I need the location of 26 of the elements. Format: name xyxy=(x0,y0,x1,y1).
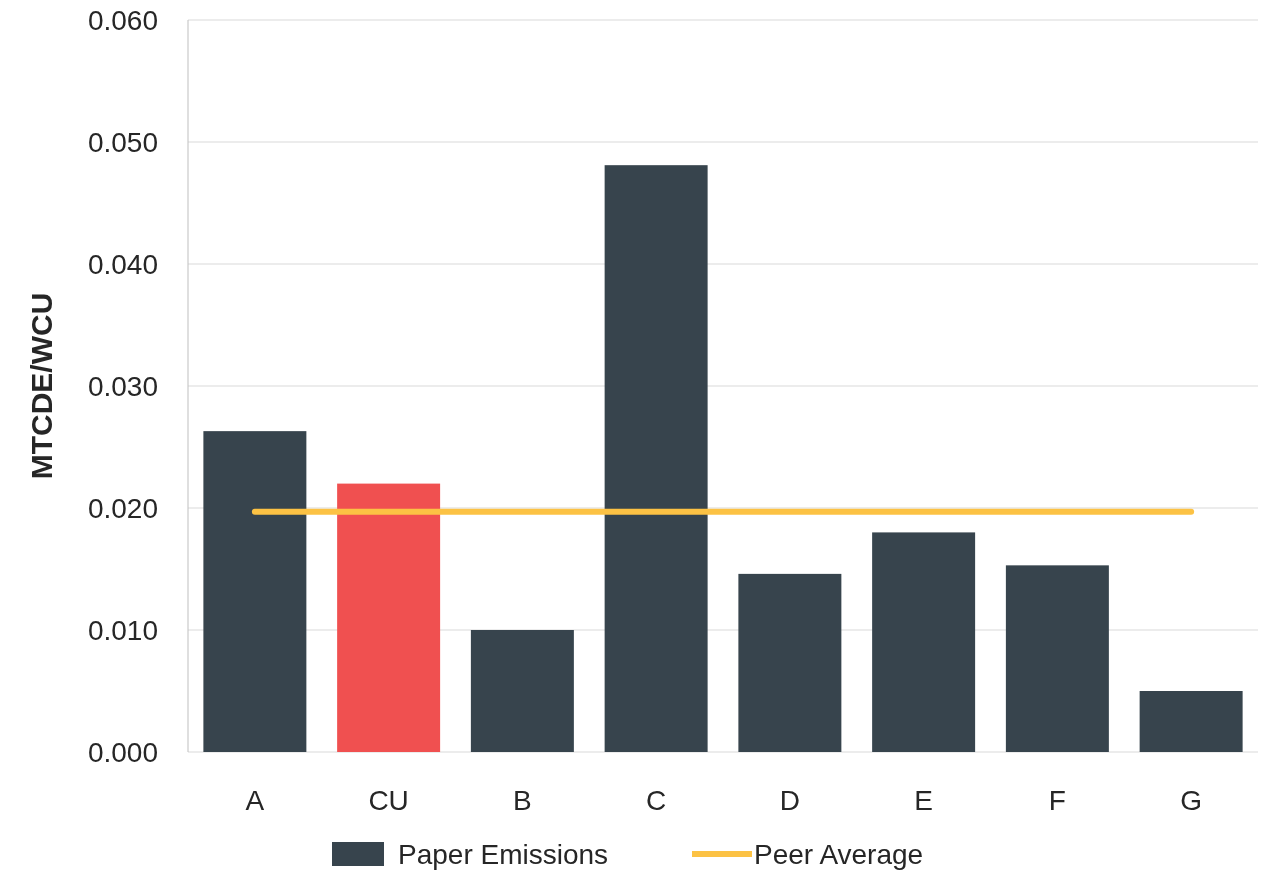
bar xyxy=(203,431,307,752)
bar xyxy=(604,165,708,752)
x-tick-label: CU xyxy=(368,785,409,816)
y-tick-label: 0.030 xyxy=(87,370,158,402)
legend-label: Paper Emissions xyxy=(398,839,609,870)
y-axis-title: MTCDE/WCU xyxy=(25,292,58,480)
bar xyxy=(1139,691,1243,752)
bar xyxy=(738,573,842,752)
bar xyxy=(872,532,976,752)
x-tick-label: C xyxy=(646,785,667,816)
y-tick-label: 0.060 xyxy=(87,4,158,36)
bar xyxy=(337,483,441,752)
bar xyxy=(470,630,574,752)
x-tick-label: F xyxy=(1048,785,1066,816)
x-tick-label: G xyxy=(1180,785,1203,816)
x-tick-label: D xyxy=(779,785,800,816)
y-tick-label: 0.000 xyxy=(87,736,158,768)
y-tick-label: 0.040 xyxy=(87,248,158,280)
y-tick-label: 0.050 xyxy=(87,126,158,158)
y-tick-label: 0.020 xyxy=(87,492,158,524)
x-tick-label: A xyxy=(245,785,265,816)
x-tick-label: E xyxy=(914,785,933,816)
y-tick-label: 0.010 xyxy=(87,614,158,646)
legend-label: Peer Average xyxy=(754,839,924,870)
bar xyxy=(1005,565,1109,752)
x-tick-label: B xyxy=(513,785,532,816)
